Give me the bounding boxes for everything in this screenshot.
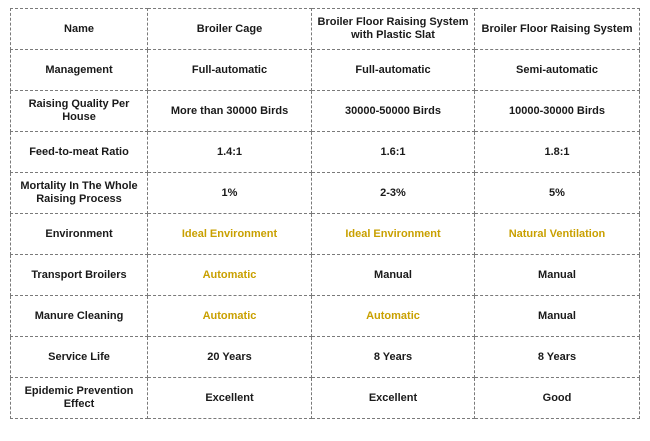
table-cell: 5% [474, 172, 640, 214]
table-row: Epidemic Prevention Effect Excellent Exc… [10, 377, 640, 419]
table-cell-highlight: Ideal Environment [311, 213, 475, 255]
table-row: Management Full-automatic Full-automatic… [10, 49, 640, 91]
table-cell: Full-automatic [311, 49, 475, 91]
row-label: Transport Broilers [10, 254, 148, 296]
table-row: Service Life 20 Years 8 Years 8 Years [10, 336, 640, 378]
table-cell-highlight: Ideal Environment [147, 213, 312, 255]
table-row: Manure Cleaning Automatic Automatic Manu… [10, 295, 640, 337]
table-cell-highlight: Automatic [147, 254, 312, 296]
table-cell: Full-automatic [147, 49, 312, 91]
table-cell: 10000-30000 Birds [474, 90, 640, 132]
table-cell: Good [474, 377, 640, 419]
table-cell: Semi-automatic [474, 49, 640, 91]
table-cell: Manual [474, 254, 640, 296]
table-row: Feed-to-meat Ratio 1.4:1 1.6:1 1.8:1 [10, 131, 640, 173]
table-cell: 1.4:1 [147, 131, 312, 173]
comparison-table: Name Broiler Cage Broiler Floor Raising … [10, 8, 640, 419]
table-cell: 2-3% [311, 172, 475, 214]
table-cell: Excellent [147, 377, 312, 419]
table-cell: Manual [311, 254, 475, 296]
table-cell: 1.6:1 [311, 131, 475, 173]
row-label: Mortality In The Whole Raising Process [10, 172, 148, 214]
row-label: Manure Cleaning [10, 295, 148, 337]
row-label: Environment [10, 213, 148, 255]
table-row: Mortality In The Whole Raising Process 1… [10, 172, 640, 214]
table-row: Environment Ideal Environment Ideal Envi… [10, 213, 640, 255]
comparison-table-container: Name Broiler Cage Broiler Floor Raising … [10, 8, 640, 419]
row-label: Feed-to-meat Ratio [10, 131, 148, 173]
header-cell-name: Name [10, 8, 148, 50]
header-cell-floor-plastic-slat: Broiler Floor Raising System with Plasti… [311, 8, 475, 50]
table-row: Transport Broilers Automatic Manual Manu… [10, 254, 640, 296]
table-cell: 8 Years [311, 336, 475, 378]
table-cell: 1.8:1 [474, 131, 640, 173]
header-cell-broiler-cage: Broiler Cage [147, 8, 312, 50]
table-cell: 8 Years [474, 336, 640, 378]
row-label: Service Life [10, 336, 148, 378]
header-cell-floor-raising: Broiler Floor Raising System [474, 8, 640, 50]
table-cell: Excellent [311, 377, 475, 419]
table-cell: More than 30000 Birds [147, 90, 312, 132]
row-label: Management [10, 49, 148, 91]
table-cell-highlight: Natural Ventilation [474, 213, 640, 255]
table-cell: 20 Years [147, 336, 312, 378]
row-label: Raising Quality Per House [10, 90, 148, 132]
table-row: Raising Quality Per House More than 3000… [10, 90, 640, 132]
table-cell: 30000-50000 Birds [311, 90, 475, 132]
table-cell-highlight: Automatic [311, 295, 475, 337]
table-header-row: Name Broiler Cage Broiler Floor Raising … [10, 8, 640, 50]
table-cell-highlight: Automatic [147, 295, 312, 337]
table-cell: Manual [474, 295, 640, 337]
table-cell: 1% [147, 172, 312, 214]
row-label: Epidemic Prevention Effect [10, 377, 148, 419]
